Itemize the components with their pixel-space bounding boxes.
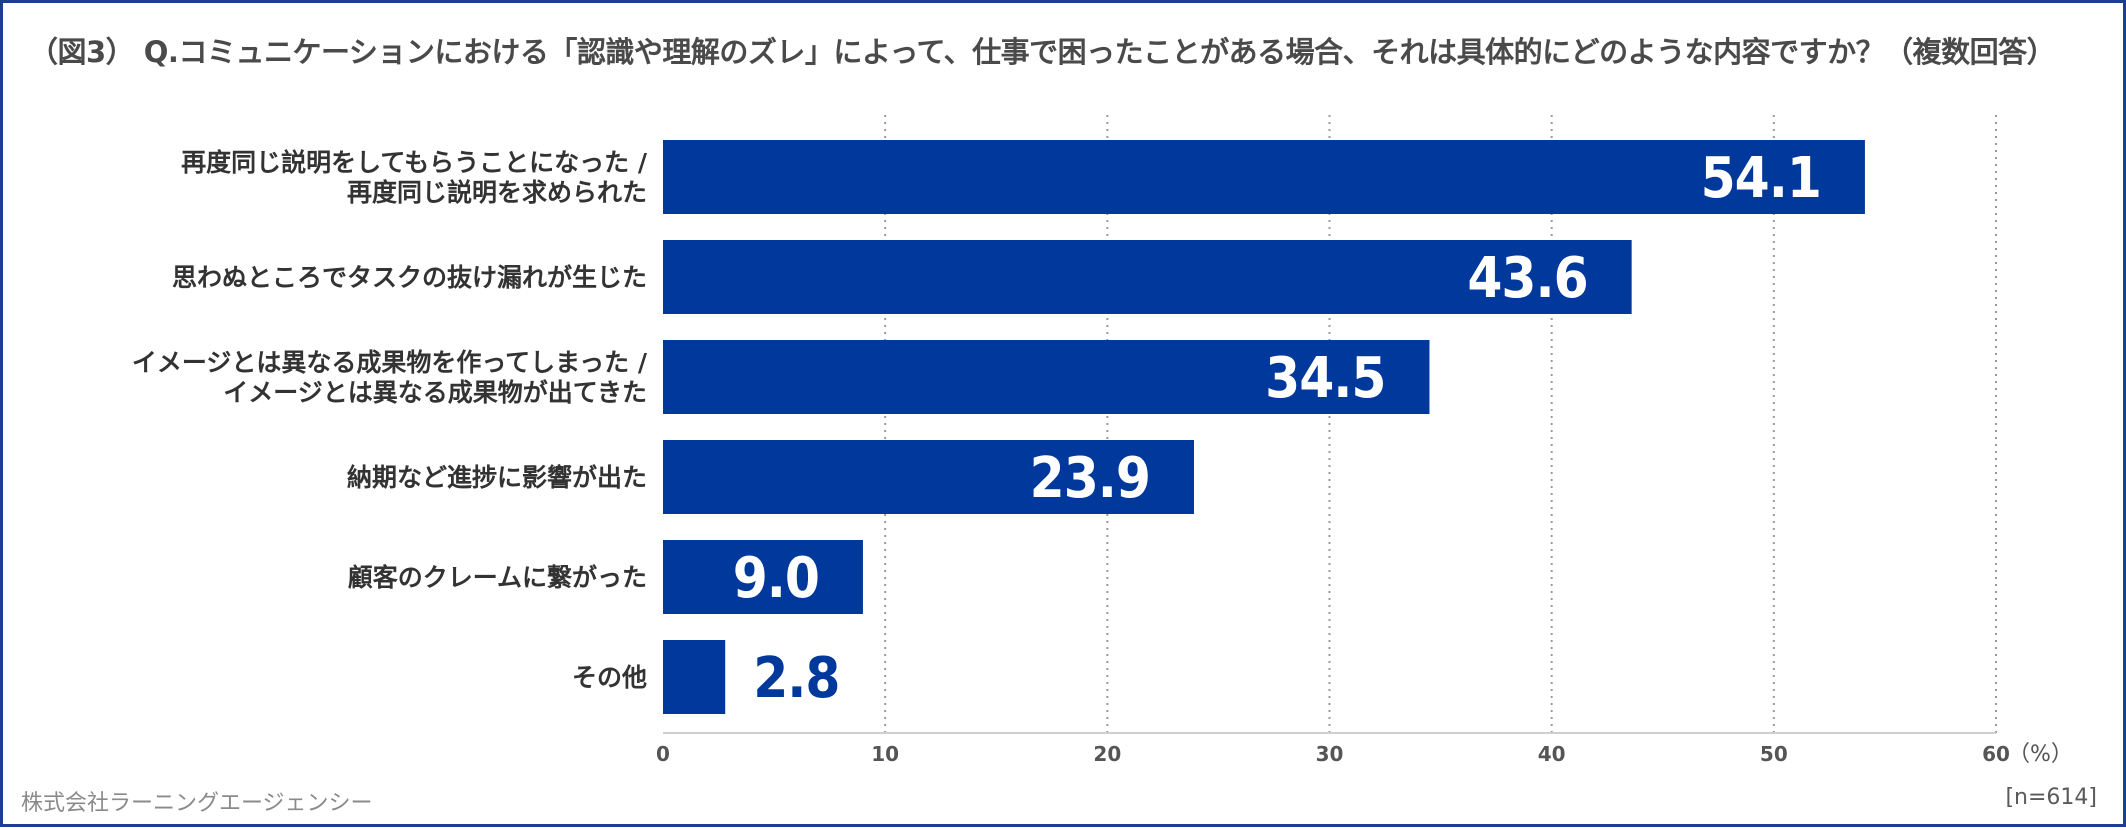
bar-3 (663, 440, 1194, 514)
category-label-2-0: イメージとは異なる成果物を作ってしまった / (132, 348, 648, 377)
category-label-3-0: 納期など進捗に影響が出た (347, 463, 647, 492)
category-label-0-1: 再度同じ説明を求められた (347, 178, 647, 207)
x-tick-label-20: 20 (1093, 742, 1121, 766)
category-label-4-0: 顧客のクレームに繋がった (348, 563, 647, 592)
bar-value-label-2: 34.5 (1265, 346, 1385, 411)
x-tick-label-10: 10 (871, 742, 899, 766)
x-tick-label-40: 40 (1538, 742, 1566, 766)
category-label-2-1: イメージとは異なる成果物が出てきた (223, 378, 647, 407)
company-credit: 株式会社ラーニングエージェンシー (21, 791, 373, 816)
bar-4 (663, 540, 863, 614)
bar-value-label-5: 2.8 (753, 646, 839, 711)
bar-chart: 0 10 20 30 40 50 60（%） 54.1 再度同じ説明をしてもらうことになった /… (132, 115, 2073, 767)
bar-0 (663, 140, 1865, 214)
bar-value-label-4: 9.0 (733, 546, 819, 611)
category-label-5-0: その他 (572, 663, 647, 692)
x-tick-label-50: 50 (1760, 742, 1788, 766)
category-label-0-0: 再度同じ説明をしてもらうことになった / (181, 148, 648, 177)
sample-size: [n=614] (2005, 785, 2097, 810)
x-tick-label-30: 30 (1316, 742, 1344, 766)
x-tick-label-0: 0 (656, 742, 670, 766)
x-unit-label: （%） (2008, 742, 2073, 767)
chart-title: （図3） Q.コミュニケーションにおける「認識や理解のズレ」によって、仕事で困っ… (29, 35, 2056, 69)
bar-1 (663, 240, 1632, 314)
bar-value-label-0: 54.1 (1701, 146, 1821, 211)
bar-value-label-1: 43.6 (1467, 246, 1587, 311)
x-tick-label-60: 60 (1982, 742, 2010, 766)
category-label-1-0: 思わぬところでタスクの抜け漏れが生じた (172, 263, 647, 292)
bar-value-label-3: 23.9 (1030, 446, 1150, 511)
bar-5 (663, 640, 726, 714)
bar-2 (663, 340, 1430, 414)
